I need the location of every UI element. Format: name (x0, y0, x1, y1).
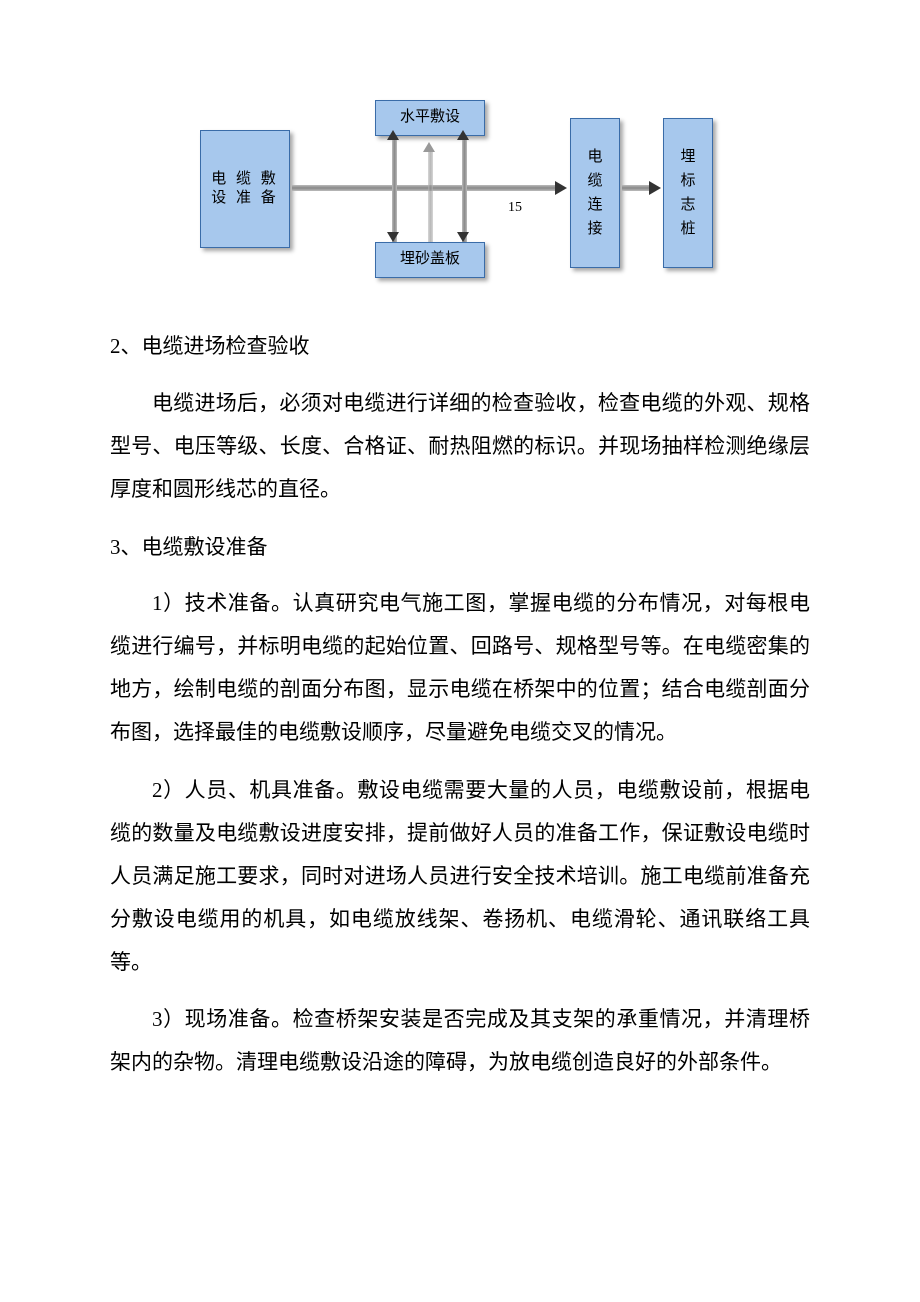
node-label: 电 缆 敷设 准 备 (211, 170, 279, 209)
arrow-head-icon (387, 232, 399, 242)
diagram-label-15: 15 (508, 200, 522, 216)
edge-shaft (622, 185, 652, 191)
section-heading-3: 3、电缆敷设准备 (110, 531, 810, 565)
node-label: 水平敷设 (400, 108, 460, 128)
node-sand-cover: 埋砂盖板 (375, 242, 485, 278)
arrow-head-icon (387, 130, 399, 140)
edge-shaft (462, 138, 467, 242)
arrow-head-icon (457, 130, 469, 140)
edge-shaft (392, 138, 397, 242)
edge-shaft (292, 185, 557, 191)
node-marker: 埋标志桩 (663, 118, 713, 268)
node-connect: 电缆连接 (570, 118, 620, 268)
document-page: 电 缆 敷设 准 备 水平敷设 埋砂盖板 电缆连接 埋标志桩 (0, 0, 920, 1158)
edge-shaft (428, 150, 433, 242)
arrow-head-icon (649, 181, 661, 195)
arrow-head-icon (423, 142, 435, 152)
node-label: 埋砂盖板 (400, 250, 460, 270)
arrow-head-icon (457, 232, 469, 242)
paragraph: 1）技术准备。认真研究电气施工图，掌握电缆的分布情况，对每根电缆进行编号，并标明… (110, 582, 810, 754)
paragraph: 电缆进场后，必须对电缆进行详细的检查验收，检查电缆的外观、规格型号、电压等级、长… (110, 382, 810, 511)
node-prep: 电 缆 敷设 准 备 (200, 130, 290, 248)
paragraph: 2）人员、机具准备。敷设电缆需要大量的人员，电缆敷设前，根据电缆的数量及电缆敷设… (110, 769, 810, 984)
arrow-head-icon (555, 181, 567, 195)
section-heading-2: 2、电缆进场检查验收 (110, 330, 810, 364)
flowchart: 电 缆 敷设 准 备 水平敷设 埋砂盖板 电缆连接 埋标志桩 (200, 100, 720, 300)
node-label: 电缆连接 (587, 145, 602, 241)
node-label: 埋标志桩 (680, 145, 695, 241)
paragraph: 3）现场准备。检查桥架安装是否完成及其支架的承重情况，并清理桥架内的杂物。清理电… (110, 998, 810, 1084)
